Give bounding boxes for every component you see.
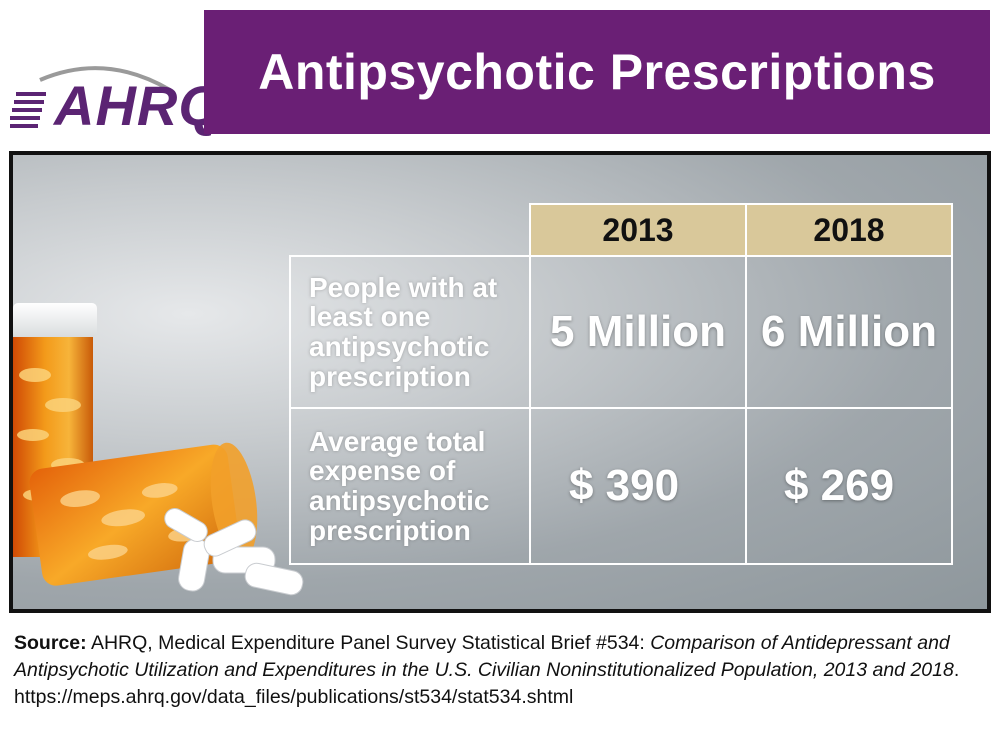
source-text: AHRQ, Medical Expenditure Panel Survey S…: [86, 632, 651, 654]
column-header-2013: 2013: [529, 203, 747, 257]
pill-bottles-icon: [13, 303, 304, 596]
value-people-2013: 5 Million: [529, 255, 747, 409]
logo-text: AHRQ: [54, 74, 223, 137]
source-title: Comparison of Antidepressant and Antipsy…: [14, 632, 954, 681]
ahrq-logo: AHRQ: [10, 58, 222, 142]
value-expense-2013: $ 390: [529, 407, 747, 565]
title-banner: Antipsychotic Prescriptions: [204, 10, 990, 134]
row-label-expense: Average total expense of antipsychotic p…: [289, 407, 531, 565]
value-expense-2018: $ 269: [745, 407, 953, 565]
page-title: Antipsychotic Prescriptions: [258, 44, 936, 100]
stats-table: 2013 2018 People with at least one antip…: [289, 203, 953, 565]
source-prefix: Source:: [14, 632, 87, 654]
main-panel: 2013 2018 People with at least one antip…: [9, 151, 991, 613]
column-header-2018: 2018: [745, 203, 953, 257]
value-people-2018: 6 Million: [745, 255, 953, 409]
logo-arc-icon: [10, 66, 172, 128]
source-citation: Source: AHRQ, Medical Expenditure Panel …: [14, 630, 990, 711]
source-url[interactable]: . https://meps.ahrq.gov/data_files/publi…: [14, 659, 960, 708]
row-label-people: People with at least one antipsychotic p…: [289, 255, 531, 409]
